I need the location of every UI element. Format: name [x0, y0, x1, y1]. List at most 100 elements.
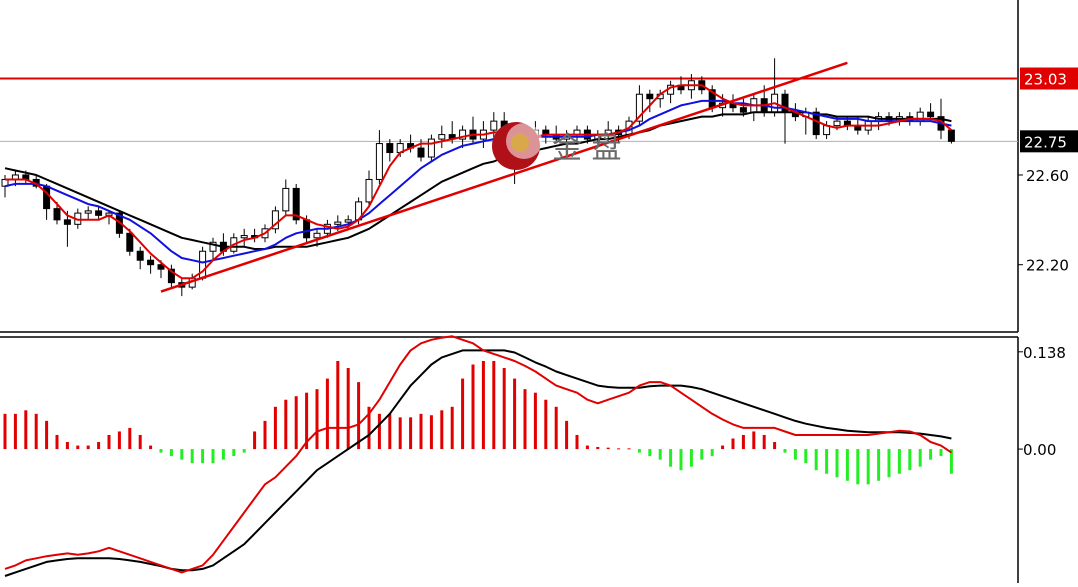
candle-body [459, 129, 467, 140]
macd-histogram-bar [117, 431, 121, 450]
macd-histogram-bar [918, 449, 922, 467]
macd-histogram-bar [357, 382, 361, 450]
watermark-text: 金 盘 [552, 131, 622, 166]
axis-tick-layer: 22.60 22.20 0.138 0.00 [1018, 167, 1069, 459]
candle-body [417, 147, 425, 158]
macd-histogram-bar [377, 413, 381, 450]
macd-histogram-bar [97, 442, 101, 450]
macd-histogram-bar [180, 449, 184, 460]
macd-histogram-bar [65, 442, 69, 450]
macd-histogram-bar [804, 449, 808, 464]
macd-histogram-bar [159, 449, 163, 453]
candle-body [646, 93, 654, 100]
macd-histogram-bar [929, 449, 933, 460]
macd-histogram-bar [346, 368, 350, 450]
candle-body [63, 219, 71, 225]
macd-histogram-bar [242, 449, 246, 453]
macd-histogram-bar [440, 410, 444, 450]
macd-histogram-bar [513, 378, 517, 450]
macd-histogram-bar [263, 420, 267, 450]
macd-histogram-bar [606, 447, 610, 450]
candle-body [386, 143, 394, 154]
macd-histogram-bar [856, 449, 860, 485]
macd-histogram-bar [523, 389, 527, 450]
candle-body [833, 120, 841, 127]
candle-body [635, 93, 643, 122]
macd-histogram-bar [461, 378, 465, 450]
macd-histogram-bar [575, 434, 579, 450]
candle-body [313, 232, 321, 239]
candle-body [739, 107, 747, 113]
jinpan-logo [492, 122, 542, 170]
macd-histogram-bar [211, 449, 215, 464]
macd-histogram-bar [169, 449, 173, 457]
macd-histogram-bar [554, 406, 558, 450]
price-tick-label: 22.60 [1026, 167, 1069, 185]
macd-histogram-bar [138, 434, 142, 450]
macd-histogram-bar [232, 449, 236, 457]
macd-histogram-bar [825, 449, 829, 474]
candle-body [53, 208, 61, 221]
macd-histogram-bar [388, 413, 392, 450]
macd-histogram-bar [793, 449, 797, 460]
macd-histogram-bar [305, 392, 309, 450]
macd-histogram-bar [86, 445, 90, 450]
macd-histogram-bar [429, 415, 433, 450]
macd-histogram-bar [949, 449, 953, 474]
candle-body [490, 120, 498, 131]
macd-histogram-bar [201, 449, 205, 464]
macd-histogram-bar [565, 420, 569, 450]
candle-body [126, 232, 134, 252]
macd-histogram-bar [107, 434, 111, 450]
macd-histogram-bar [419, 413, 423, 450]
candle-body [365, 178, 373, 203]
macd-lines-layer [4, 335, 952, 577]
macd-histogram-bar [471, 364, 475, 450]
macd-histogram-layer [3, 360, 953, 485]
macd-histogram-bar [741, 434, 745, 450]
candle-body [303, 219, 311, 239]
macd-histogram-bar [648, 449, 652, 457]
macd-histogram-bar [149, 445, 153, 450]
macd-histogram-bar [897, 449, 901, 474]
candle-body [147, 259, 155, 266]
candle-body [136, 250, 144, 261]
macd-histogram-bar [669, 449, 673, 467]
macd-histogram-bar [284, 399, 288, 450]
macd-histogram-bar [3, 413, 7, 450]
macd-histogram-bar [409, 417, 413, 450]
macd-histogram-bar [450, 406, 454, 450]
macd-histogram-bar [887, 449, 891, 478]
macd-histogram-bar [679, 449, 683, 471]
macd-histogram-bar [617, 448, 621, 450]
macd-histogram-bar [24, 410, 28, 450]
macd-histogram-bar [585, 445, 589, 450]
macd-histogram-bar [835, 449, 839, 478]
macd-histogram-bar [845, 449, 849, 481]
macd-histogram-bar [55, 434, 59, 450]
macd-histogram-bar [814, 449, 818, 471]
resistance-price-label-box [1020, 67, 1078, 90]
macd-histogram-bar [502, 368, 506, 450]
macd-histogram-bar [596, 446, 600, 450]
macd-histogram-bar [637, 449, 641, 453]
price-label-layer: 23.03 22.75 [1020, 67, 1078, 153]
support-trendline [160, 61, 848, 293]
watermark: 金 盘 [492, 122, 622, 170]
macd-histogram-bar [34, 413, 38, 450]
macd-histogram-bar [939, 449, 943, 457]
candle-body [438, 134, 446, 140]
price-tick-label: 22.20 [1026, 257, 1069, 275]
candle-body [43, 185, 51, 210]
candle-body [282, 187, 290, 212]
macd-histogram-bar [76, 445, 80, 450]
trendline-layer [160, 61, 848, 293]
macd-histogram-bar [866, 449, 870, 485]
macd-histogram-bar [721, 445, 725, 450]
macd-histogram-bar [783, 449, 787, 453]
macd-histogram-bar [294, 396, 298, 450]
candle-body [947, 129, 955, 142]
